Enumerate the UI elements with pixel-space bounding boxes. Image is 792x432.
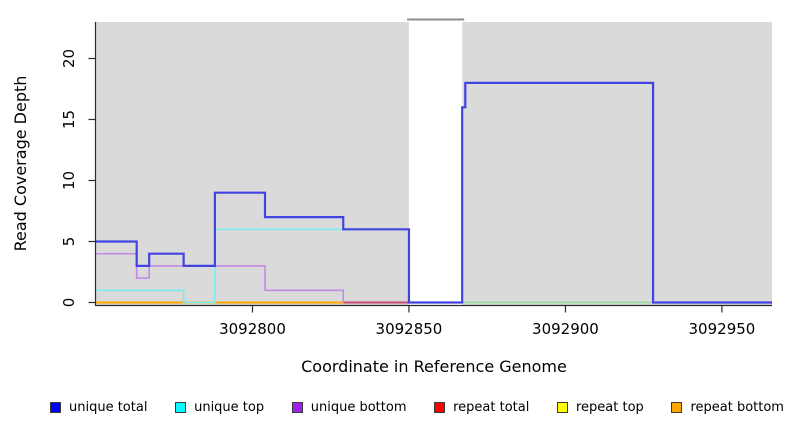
y-tick-label: 15 (60, 110, 78, 129)
legend-swatch-unique-top (175, 401, 187, 413)
chart-legend: unique total unique top unique bottom re… (50, 397, 784, 417)
y-tick-label: 10 (60, 171, 78, 190)
legend-swatch-repeat-bottom (671, 401, 683, 413)
x-tick-label: 3092950 (689, 320, 756, 338)
legend-item-unique-bottom: unique bottom (291, 399, 407, 415)
legend-label-repeat-top: repeat top (576, 399, 644, 415)
legend-item-repeat-total: repeat total (434, 400, 529, 415)
legend-item-repeat-bottom: repeat bottom (671, 400, 784, 415)
legend-swatch-unique-total (50, 401, 61, 413)
legend-item-unique-top: unique top (175, 400, 264, 415)
x-tick-label: 3092900 (532, 320, 599, 338)
y-axis-title: Read Coverage Depth (11, 76, 30, 252)
legend-label-repeat-total: repeat total (453, 399, 530, 415)
legend-swatch-repeat-total (434, 401, 446, 413)
x-tick-label: 3092850 (376, 320, 443, 338)
legend-swatch-unique-bottom (291, 401, 303, 413)
legend-label-unique-total: unique total (69, 399, 148, 415)
legend-label-repeat-bottom: repeat bottom (690, 399, 784, 415)
y-tick-label: 5 (60, 237, 78, 247)
x-axis-title: Coordinate in Reference Genome (301, 357, 567, 376)
coverage-gap-band (408, 22, 463, 305)
x-tick-label: 3092800 (219, 320, 286, 338)
series-line-unique-total (96, 81, 772, 304)
y-tick-label: 20 (60, 49, 78, 68)
y-tick-label: 0 (60, 298, 78, 308)
legend-item-unique-total: unique total (50, 400, 147, 415)
legend-label-unique-bottom: unique bottom (310, 399, 407, 415)
legend-label-unique-top: unique top (194, 399, 265, 415)
coverage-chart: 3092800 3092850 3092900 3092950 0 5 10 15 20 Coor… (11, 18, 772, 376)
legend-item-repeat-top: repeat top (557, 400, 644, 415)
legend-swatch-repeat-top (557, 401, 568, 413)
